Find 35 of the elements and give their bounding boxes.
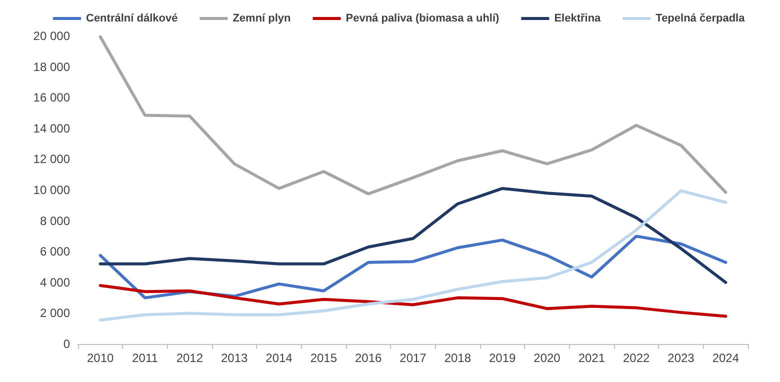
- legend-label: Centrální dálkové: [86, 12, 178, 24]
- x-tick-label: 2023: [668, 351, 695, 365]
- x-tick-label: 2016: [354, 351, 382, 365]
- y-tick-label: 6 000: [40, 244, 70, 259]
- x-tick-label: 2010: [86, 351, 114, 365]
- legend-label: Tepelná čerpadla: [656, 12, 746, 24]
- x-tick-label: 2021: [578, 351, 606, 365]
- y-tick-label: 10 000: [33, 183, 70, 197]
- x-tick-label: 2012: [176, 351, 204, 365]
- y-tick-label: 16 000: [33, 90, 70, 105]
- y-tick-label: 20 000: [33, 29, 70, 43]
- legend-label: Zemní plyn: [232, 12, 292, 24]
- x-tick-label: 2024: [712, 351, 740, 365]
- x-tick-label: 2020: [534, 351, 561, 365]
- x-tick-label: 2013: [220, 351, 248, 365]
- x-tick-label: 2015: [310, 351, 338, 365]
- line-series: [98, 189, 728, 322]
- y-tick-label: 0: [63, 337, 70, 351]
- x-tick-label: 2011: [132, 351, 158, 365]
- line-series: [98, 35, 728, 196]
- x-tick-label: 2014: [266, 351, 293, 365]
- y-tick-label: 14 000: [33, 121, 70, 136]
- line-series: [98, 186, 728, 284]
- x-tick-label: 2019: [488, 351, 516, 365]
- x-tick-label: 2017: [400, 351, 427, 365]
- y-tick-label: 12 000: [33, 152, 70, 166]
- y-tick-label: 4 000: [40, 275, 70, 290]
- x-tick-label: 2018: [444, 351, 472, 365]
- x-tick-label: 2022: [622, 351, 650, 365]
- y-tick-label: 8 000: [40, 214, 70, 228]
- y-tick-label: 2 000: [40, 306, 70, 320]
- legend-label: Pevná paliva (biomasa a uhlí): [346, 12, 500, 24]
- line-series: [98, 284, 728, 318]
- y-tick-label: 18 000: [33, 60, 70, 74]
- legend-label: Elektřina: [554, 12, 602, 24]
